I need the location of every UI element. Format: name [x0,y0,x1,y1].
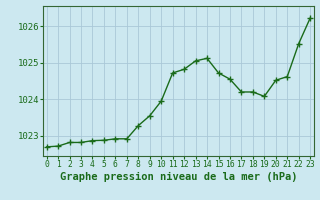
X-axis label: Graphe pression niveau de la mer (hPa): Graphe pression niveau de la mer (hPa) [60,172,297,182]
